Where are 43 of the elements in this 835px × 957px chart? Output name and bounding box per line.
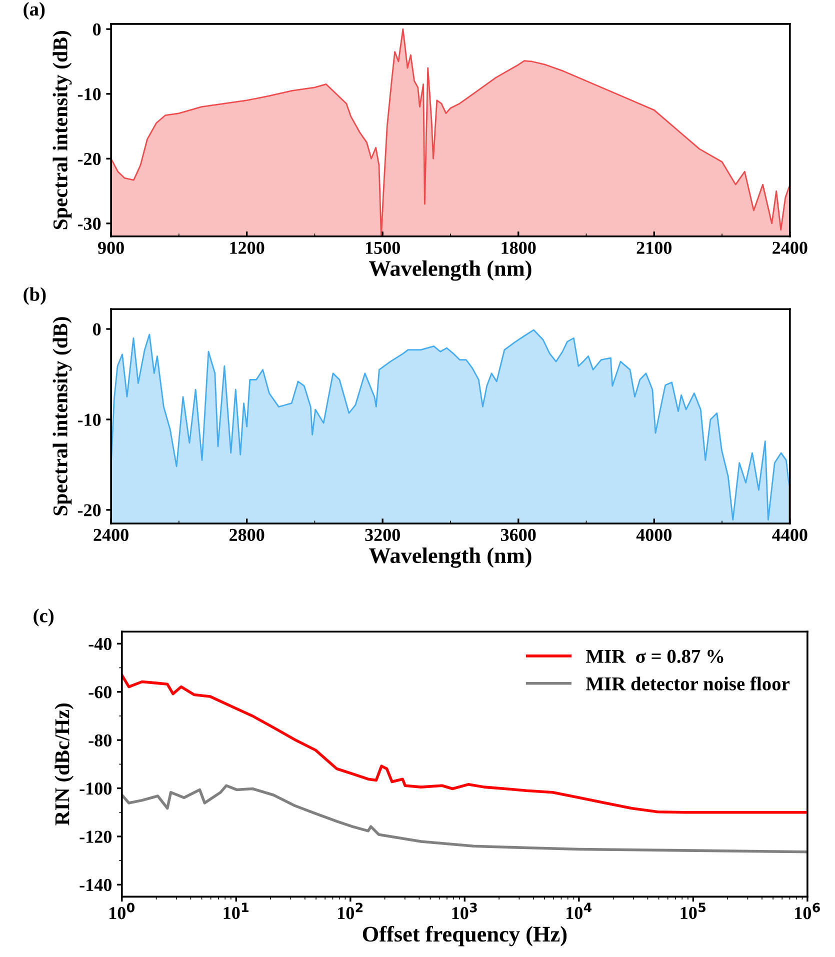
x-axis-title: Wavelength (nm) [369,260,532,281]
chart-title: (c) [34,608,54,626]
chart-title: (b) [24,287,46,305]
y-tick-label: 0 [92,23,101,36]
x-tick-label: 1200 [230,242,264,254]
y-axis-title: Spectral intensity (dB) [52,317,72,516]
y-tick-label: -10 [78,414,101,426]
x-tick-label: 1500 [366,242,400,254]
x-tick-label: 10$^{5}$ [680,902,706,920]
y-tick-label: -60 [88,686,112,698]
y-tick-label: -140 [80,878,112,892]
x-tick-label: 3600 [500,528,536,542]
x-tick-label: 2400 [772,242,808,254]
y-tick-label: 0 [92,323,101,336]
x-tick-label: 4000 [636,528,672,542]
x-tick-label: 10$^{2}$ [338,902,363,920]
x-axis-title: Offset frequency (Hz) [362,926,567,946]
y-axis-title: RIN (dBc/Hz) [54,703,74,826]
x-tick-label: 2800 [230,528,264,542]
y-tick-label: -10 [78,88,101,100]
x-tick-label: 10$^{0}$ [110,902,135,920]
legend-label: MIR σ = 0.87 % [586,650,724,664]
y-tick-label: -20 [78,504,101,516]
legend-label: MIR detector noise floor [586,676,790,690]
y-tick-label: -40 [88,638,112,650]
x-tick-label: 4400 [772,528,808,542]
x-tick-label: 10$^{3}$ [452,902,477,920]
y-tick-label: -20 [78,152,101,166]
y-tick-label: -100 [80,782,112,795]
chart-title: (a) [24,2,45,20]
y-axis-title: Spectral intensity (dB) [52,30,72,230]
x-tick-label: 10$^{4}$ [566,902,592,920]
x-tick-label: 900 [98,242,124,254]
x-tick-label: 2400 [94,528,128,542]
x-tick-label: 10$^{1}$ [224,902,249,920]
x-tick-label: 1800 [502,242,536,254]
y-tick-label: -80 [88,734,112,747]
x-tick-label: 3200 [365,528,400,542]
y-tick-label: -30 [78,218,101,230]
y-tick-label: -120 [80,830,112,843]
x-tick-label: 10$^{6}$ [795,902,820,920]
x-axis-title: Wavelength (nm) [369,547,532,568]
x-tick-label: 2100 [636,242,672,254]
